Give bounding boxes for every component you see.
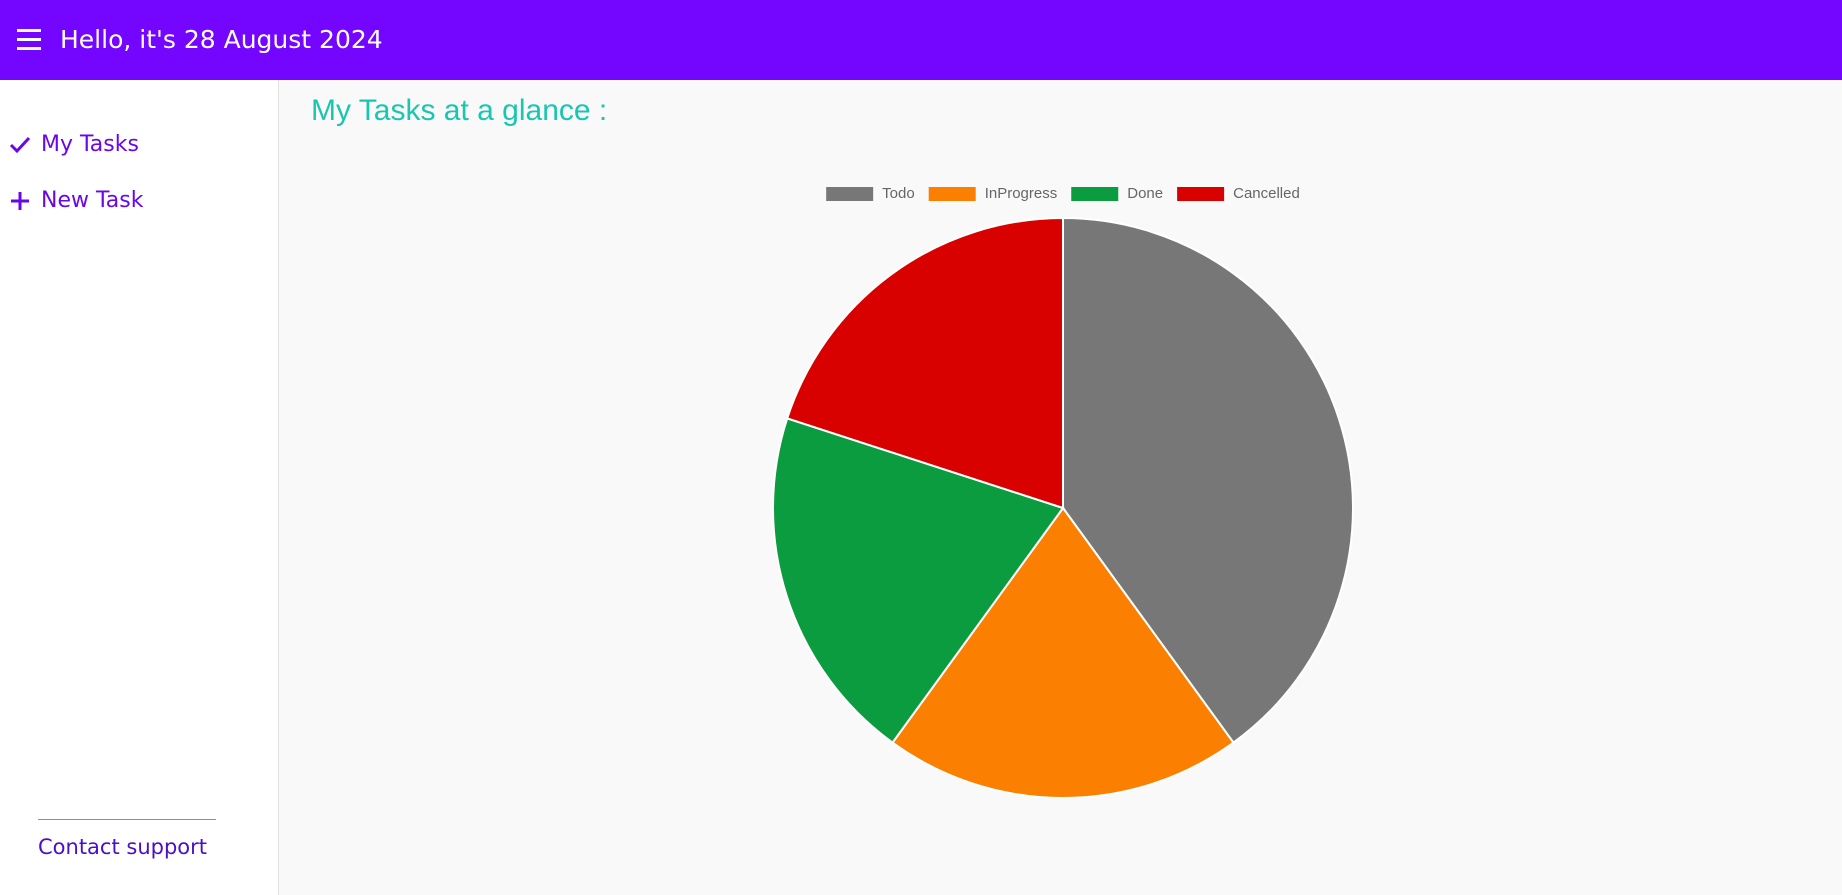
- menu-icon[interactable]: [17, 29, 43, 51]
- legend-swatch: [1177, 187, 1225, 201]
- legend-swatch: [928, 187, 976, 201]
- legend-label: Todo: [882, 185, 915, 202]
- chart: My Tasks at a glance : Todo InProgress Don…: [311, 94, 1354, 799]
- contact-link[interactable]: Contact support: [38, 835, 208, 859]
- header: Hello, it's 28 August 2024: [0, 0, 1842, 80]
- pie-slice: [785, 216, 1064, 510]
- nav-item[interactable]: New Task: [0, 181, 278, 221]
- nav-label: My Tasks: [41, 132, 139, 157]
- pie-slice: [772, 417, 1065, 745]
- pie-slice: [891, 506, 1235, 799]
- header-title: Hello, it's 28 August 2024: [60, 25, 383, 54]
- legend-swatch: [826, 187, 874, 201]
- legend-label: InProgress: [985, 185, 1058, 202]
- divider: [38, 819, 216, 820]
- legend-swatch: [1071, 187, 1119, 201]
- legend-label: Cancelled: [1233, 185, 1300, 202]
- sidebar: My Tasks New Task Contact support: [0, 80, 279, 895]
- nav-label: New Task: [41, 188, 144, 213]
- legend-label: Done: [1127, 185, 1163, 202]
- pie-slice: [1062, 216, 1354, 745]
- plus-icon: [11, 192, 29, 210]
- check-icon: [9, 136, 31, 154]
- chart-title: My Tasks at a glance :: [311, 94, 607, 127]
- nav-item[interactable]: My Tasks: [0, 125, 278, 165]
